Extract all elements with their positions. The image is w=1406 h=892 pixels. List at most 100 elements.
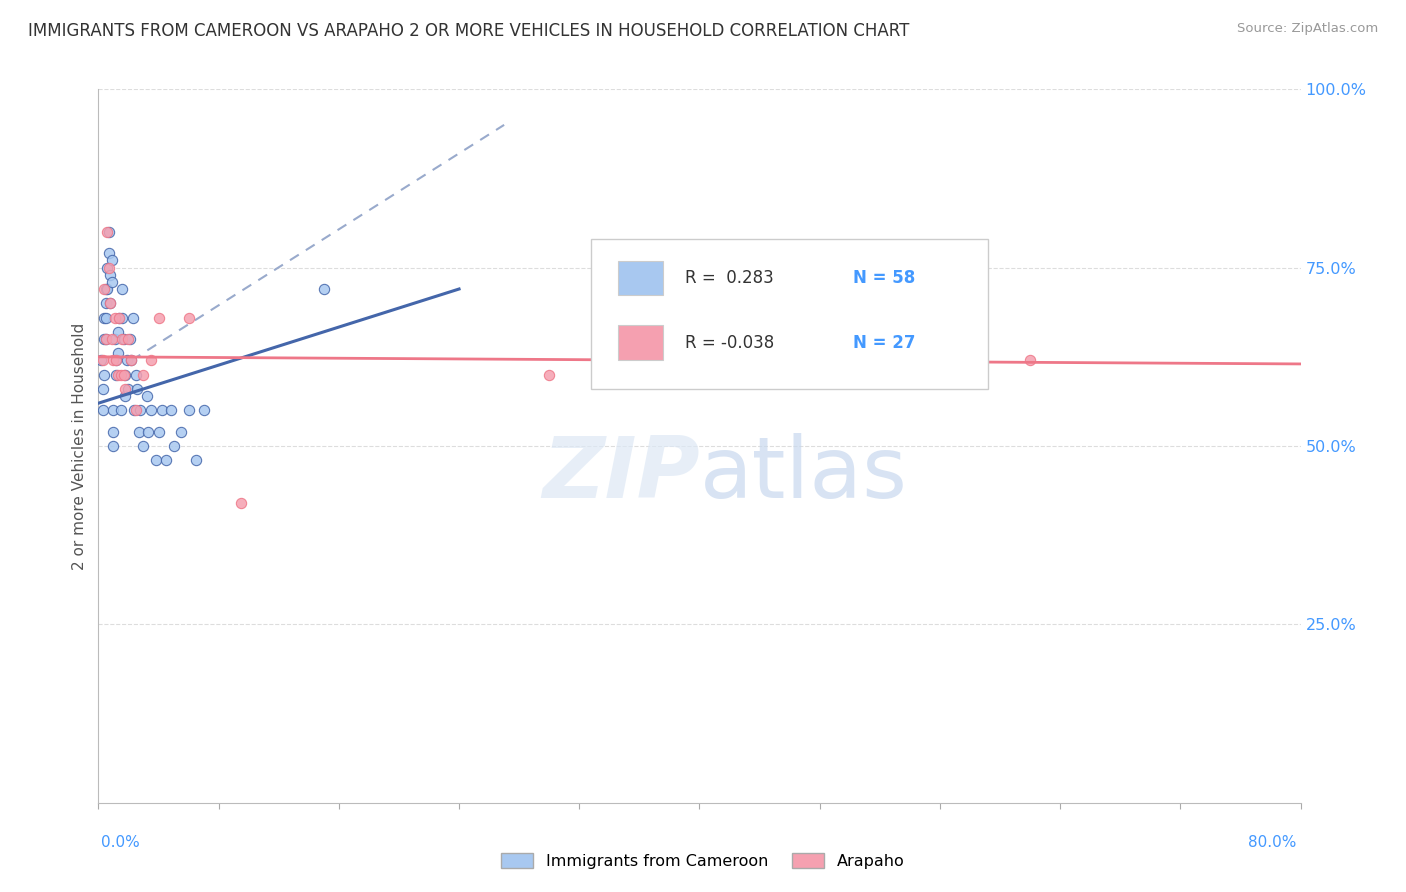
Y-axis label: 2 or more Vehicles in Household: 2 or more Vehicles in Household — [72, 322, 87, 570]
Point — [148, 310, 170, 325]
Point — [111, 310, 134, 325]
Point — [110, 403, 132, 417]
Point — [312, 282, 335, 296]
Point — [104, 332, 127, 346]
Point — [136, 425, 159, 439]
Point — [93, 282, 115, 296]
Point — [107, 346, 129, 360]
Text: ZIP: ZIP — [541, 433, 699, 516]
Point — [145, 453, 167, 467]
Point — [125, 368, 148, 382]
Point — [90, 353, 112, 368]
Point — [108, 310, 131, 325]
Point — [103, 425, 125, 439]
Point — [107, 325, 129, 339]
Point — [125, 403, 148, 417]
Point — [128, 425, 150, 439]
Point — [118, 332, 141, 346]
Legend: Immigrants from Cameroon, Arapaho: Immigrants from Cameroon, Arapaho — [495, 847, 911, 875]
Point — [117, 332, 139, 346]
Point — [96, 282, 118, 296]
Point — [184, 453, 207, 467]
Point — [193, 403, 215, 417]
Point — [121, 353, 143, 368]
Point — [115, 353, 138, 368]
Point — [132, 368, 155, 382]
Text: atlas: atlas — [699, 433, 907, 516]
Point — [97, 246, 120, 260]
Text: N = 58: N = 58 — [853, 269, 915, 287]
Point — [97, 260, 120, 275]
Point — [112, 332, 135, 346]
Point — [129, 403, 152, 417]
Point — [132, 439, 155, 453]
FancyBboxPatch shape — [592, 239, 988, 389]
Point — [124, 403, 146, 417]
Point — [91, 353, 114, 368]
Point — [101, 332, 124, 346]
Point — [117, 382, 139, 396]
Text: IMMIGRANTS FROM CAMEROON VS ARAPAHO 2 OR MORE VEHICLES IN HOUSEHOLD CORRELATION : IMMIGRANTS FROM CAMEROON VS ARAPAHO 2 OR… — [28, 22, 910, 40]
FancyBboxPatch shape — [617, 326, 664, 359]
Point — [104, 310, 127, 325]
Text: Source: ZipAtlas.com: Source: ZipAtlas.com — [1237, 22, 1378, 36]
Point — [105, 353, 128, 368]
Point — [108, 310, 131, 325]
Point — [101, 253, 124, 268]
Point — [150, 403, 173, 417]
Point — [734, 260, 756, 275]
Point — [91, 403, 114, 417]
Point — [139, 353, 162, 368]
Text: R =  0.283: R = 0.283 — [685, 269, 773, 287]
Point — [110, 368, 132, 382]
Text: 0.0%: 0.0% — [101, 836, 141, 850]
Point — [91, 382, 114, 396]
Point — [139, 403, 162, 417]
Point — [93, 368, 115, 382]
Point — [103, 439, 125, 453]
Point — [122, 310, 145, 325]
Point — [94, 332, 117, 346]
Point — [100, 296, 122, 310]
Text: N = 27: N = 27 — [853, 334, 915, 351]
Point — [111, 332, 134, 346]
Point — [538, 368, 561, 382]
Point — [170, 425, 193, 439]
Point — [162, 439, 184, 453]
Point — [1019, 353, 1042, 368]
Point — [105, 353, 128, 368]
Point — [121, 353, 143, 368]
Point — [96, 225, 118, 239]
FancyBboxPatch shape — [617, 261, 664, 295]
Point — [93, 310, 115, 325]
Point — [94, 332, 117, 346]
Point — [114, 368, 136, 382]
Point — [103, 353, 125, 368]
Point — [177, 403, 200, 417]
Point — [155, 453, 177, 467]
Point — [100, 268, 122, 282]
Point — [100, 296, 122, 310]
Point — [94, 310, 117, 325]
Point — [112, 368, 135, 382]
Point — [103, 403, 125, 417]
Point — [135, 389, 157, 403]
Point — [114, 389, 136, 403]
Point — [93, 332, 115, 346]
Point — [111, 282, 134, 296]
Point — [177, 310, 200, 325]
Text: R = -0.038: R = -0.038 — [685, 334, 775, 351]
Point — [97, 225, 120, 239]
Point — [94, 282, 117, 296]
Point — [107, 368, 129, 382]
Point — [101, 275, 124, 289]
Point — [159, 403, 181, 417]
Point — [96, 260, 118, 275]
Point — [127, 382, 149, 396]
Point — [94, 296, 117, 310]
Text: 80.0%: 80.0% — [1249, 836, 1296, 850]
Point — [105, 368, 128, 382]
Point — [148, 425, 170, 439]
Point — [114, 382, 136, 396]
Point — [231, 496, 253, 510]
